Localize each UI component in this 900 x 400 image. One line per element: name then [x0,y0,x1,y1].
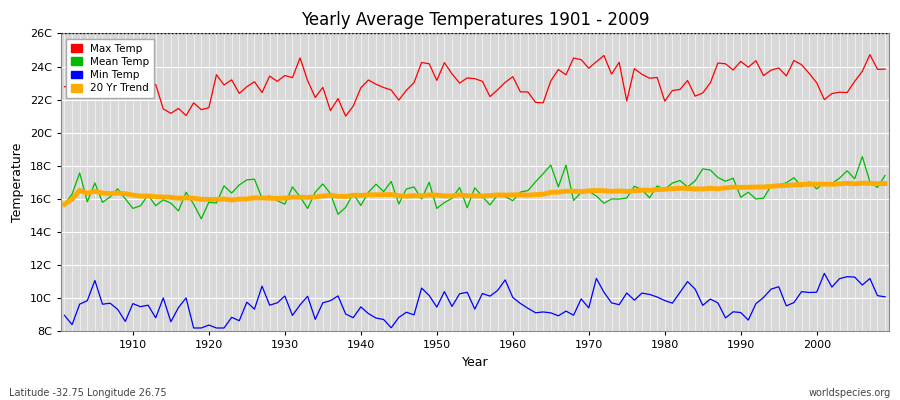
Text: worldspecies.org: worldspecies.org [809,388,891,398]
X-axis label: Year: Year [462,356,488,369]
Text: Latitude -32.75 Longitude 26.75: Latitude -32.75 Longitude 26.75 [9,388,166,398]
Legend: Max Temp, Mean Temp, Min Temp, 20 Yr Trend: Max Temp, Mean Temp, Min Temp, 20 Yr Tre… [66,39,154,98]
Y-axis label: Temperature: Temperature [11,143,24,222]
Title: Yearly Average Temperatures 1901 - 2009: Yearly Average Temperatures 1901 - 2009 [301,11,649,29]
